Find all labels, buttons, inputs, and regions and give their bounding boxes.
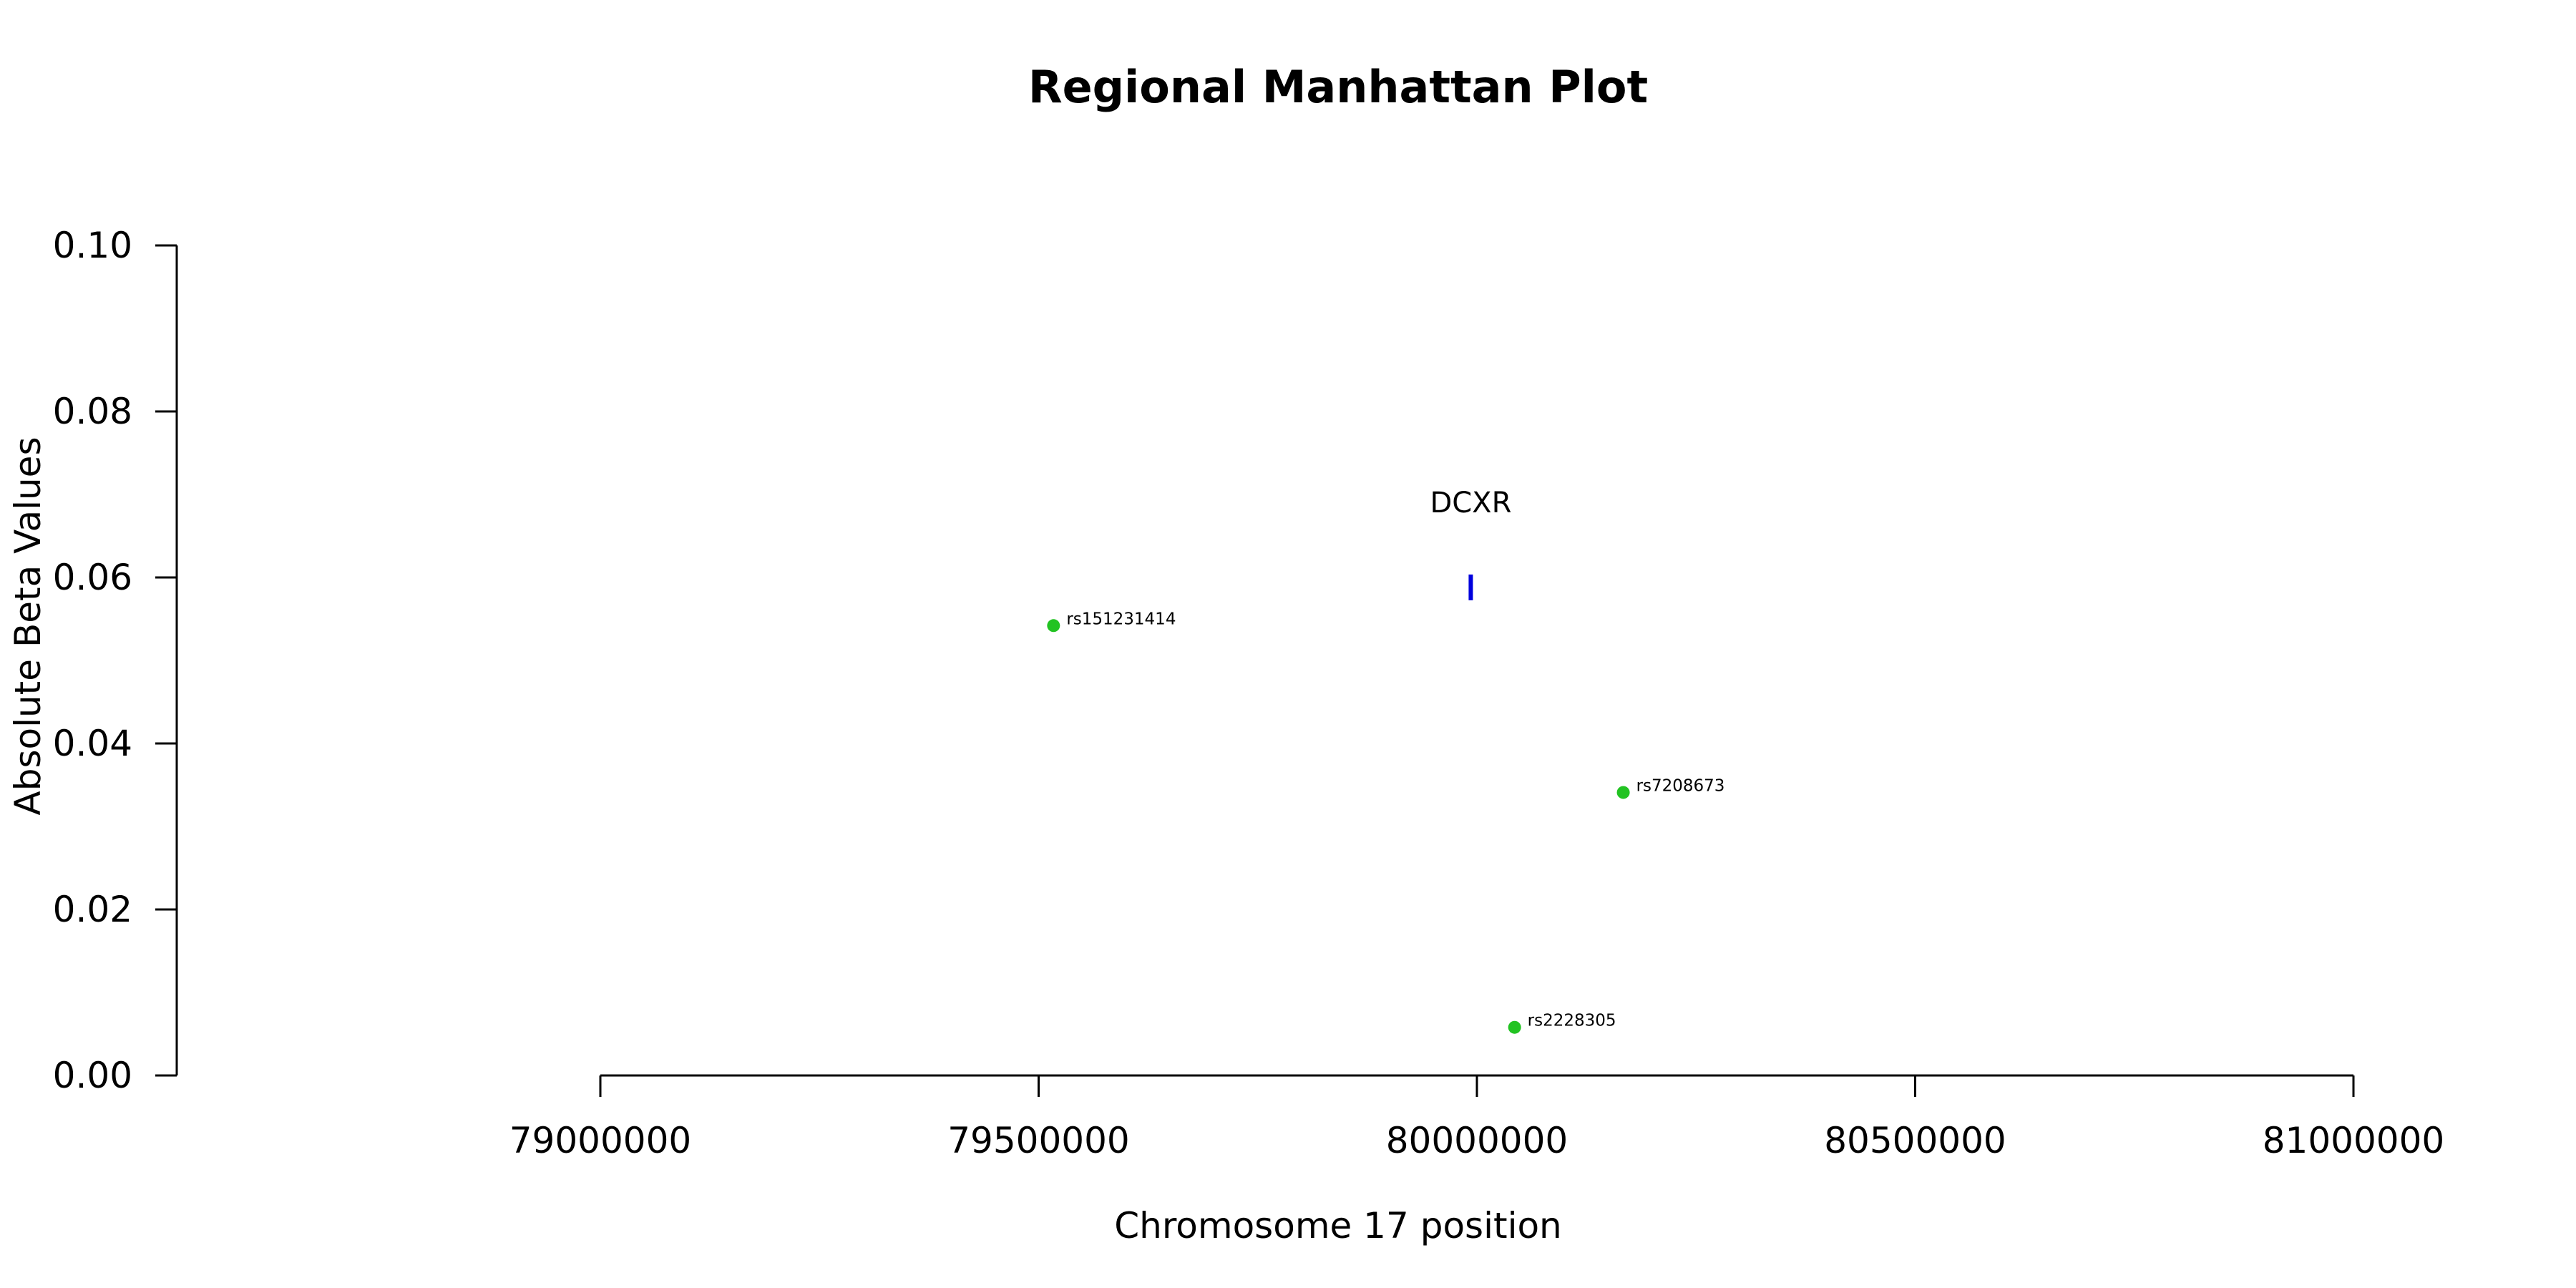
x-ticks: 79000000 79500000 80000000 80500000 81000000	[509, 1075, 2445, 1161]
y-tick-label: 0.08	[53, 391, 132, 432]
snp-points: rs151231414 rs7208673 rs2228305	[1047, 610, 1725, 1034]
y-tick-label: 0.02	[53, 889, 132, 930]
x-axis-label: Chromosome 17 position	[1114, 1205, 1562, 1246]
snp-point	[1616, 786, 1630, 799]
x-tick-label: 80500000	[1824, 1120, 2006, 1161]
snp-label: rs2228305	[1528, 1012, 1616, 1030]
snp-label: rs151231414	[1066, 610, 1176, 628]
chart-title: Regional Manhattan Plot	[1028, 61, 1648, 113]
y-tick-label: 0.00	[53, 1055, 132, 1096]
y-ticks: 0.00 0.02 0.04 0.06 0.08 0.10	[53, 225, 177, 1096]
y-axis-label: Absolute Beta Values	[7, 437, 49, 816]
gene-label: DCXR	[1430, 487, 1511, 519]
x-tick-label: 79500000	[947, 1120, 1130, 1161]
snp-point	[1508, 1020, 1521, 1034]
snp-point	[1047, 619, 1060, 633]
y-tick-label: 0.04	[53, 723, 132, 764]
x-tick-label: 80000000	[1386, 1120, 1568, 1161]
x-tick-label: 81000000	[2263, 1120, 2445, 1161]
x-tick-label: 79000000	[509, 1120, 692, 1161]
y-tick-label: 0.06	[53, 557, 132, 598]
snp-label: rs7208673	[1636, 776, 1725, 795]
y-tick-label: 0.10	[53, 225, 132, 266]
gene-markers: DCXR	[1430, 487, 1511, 600]
